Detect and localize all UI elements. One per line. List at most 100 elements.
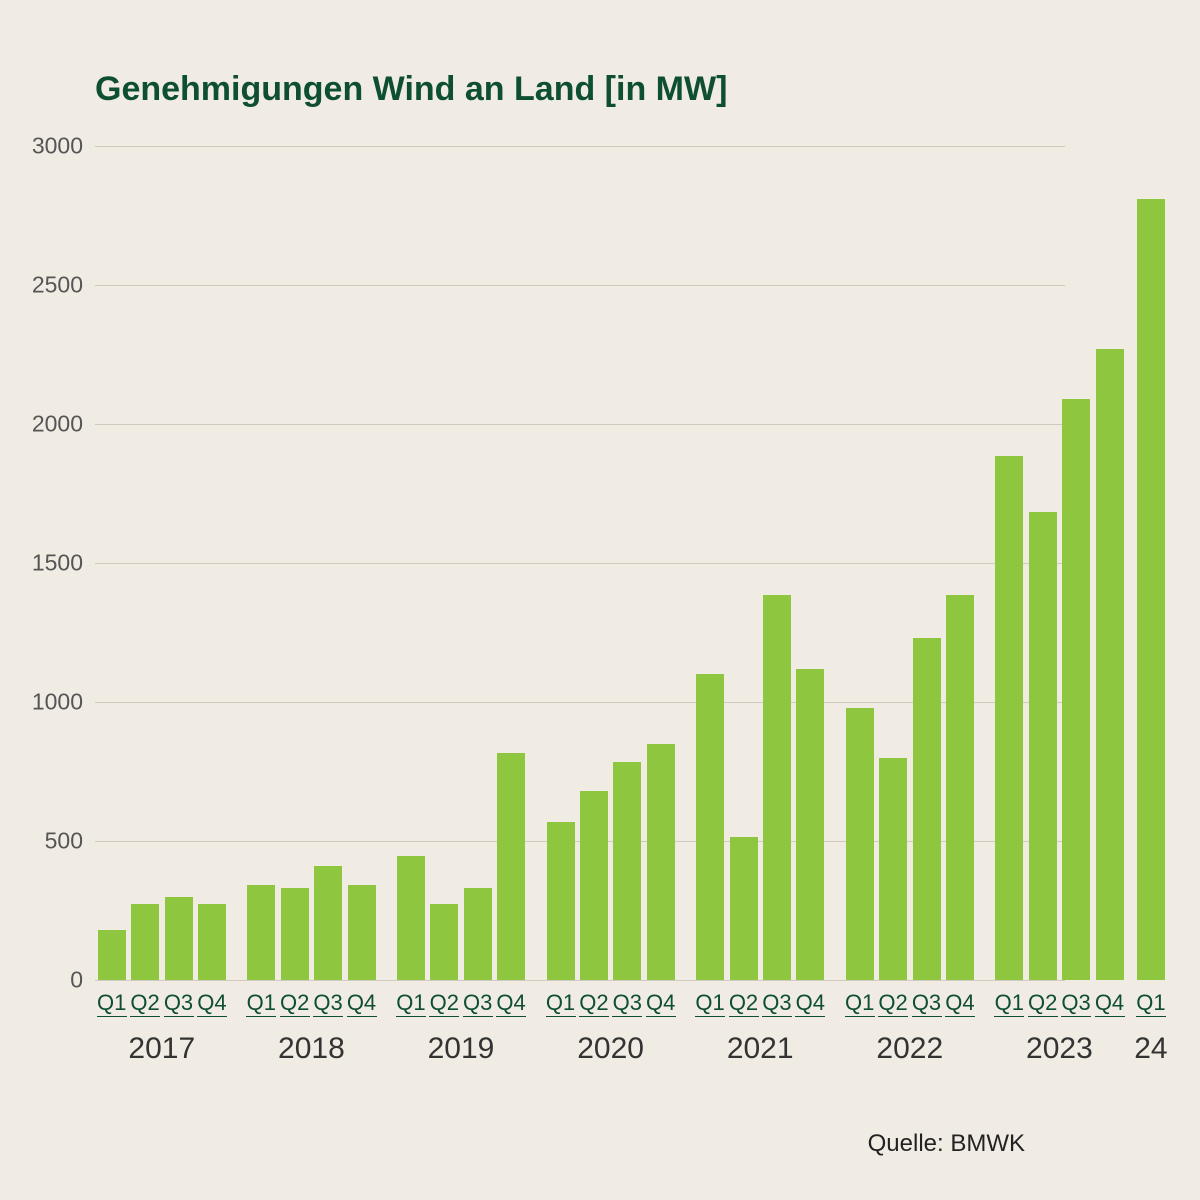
quarter-underline	[313, 1016, 343, 1017]
quarter-underline	[912, 1016, 942, 1017]
bar	[547, 822, 575, 980]
bar	[580, 791, 608, 980]
quarter-label: Q3	[912, 990, 941, 1016]
quarter-label: Q1	[845, 990, 874, 1016]
quarter-underline	[130, 1016, 160, 1017]
bar	[763, 595, 791, 980]
quarter-underline	[612, 1016, 642, 1017]
quarter-underline	[496, 1016, 526, 1017]
quarter-label: Q2	[430, 990, 459, 1016]
bar	[165, 897, 193, 980]
quarter-label: Q1	[1136, 990, 1165, 1016]
bar	[946, 595, 974, 980]
quarter-underline	[280, 1016, 310, 1017]
bar	[879, 758, 907, 980]
quarter-label: Q2	[579, 990, 608, 1016]
bar	[913, 638, 941, 980]
quarter-underline	[246, 1016, 276, 1017]
quarter-label: Q2	[280, 990, 309, 1016]
quarter-underline	[546, 1016, 576, 1017]
bar	[796, 669, 824, 980]
x-axis-line	[95, 980, 1065, 981]
bar	[730, 837, 758, 980]
quarter-underline	[762, 1016, 792, 1017]
quarter-label: Q3	[313, 990, 342, 1016]
quarter-underline	[429, 1016, 459, 1017]
year-label: 2018	[278, 1032, 345, 1066]
quarter-label: Q2	[878, 990, 907, 1016]
quarter-label: Q3	[164, 990, 193, 1016]
quarter-underline	[1028, 1016, 1058, 1017]
quarter-underline	[164, 1016, 194, 1017]
bar	[98, 930, 126, 980]
quarter-underline	[878, 1016, 908, 1017]
year-label: 2020	[577, 1032, 644, 1066]
quarter-underline	[646, 1016, 676, 1017]
quarter-underline	[1136, 1016, 1166, 1017]
bar	[314, 866, 342, 980]
quarter-underline	[729, 1016, 759, 1017]
quarter-label: Q3	[1061, 990, 1090, 1016]
quarter-underline	[1061, 1016, 1091, 1017]
quarter-underline	[845, 1016, 875, 1017]
quarter-underline	[396, 1016, 426, 1017]
quarter-underline	[463, 1016, 493, 1017]
quarter-label: Q2	[729, 990, 758, 1016]
year-label: 24	[1134, 1032, 1167, 1066]
quarter-label: Q4	[1095, 990, 1124, 1016]
chart-root: Genehmigungen Wind an Land [in MW] 05001…	[0, 0, 1200, 1200]
quarter-label: Q4	[496, 990, 525, 1016]
bar	[198, 904, 226, 980]
year-label: 2022	[876, 1032, 943, 1066]
bar	[846, 708, 874, 980]
quarter-label: Q2	[130, 990, 159, 1016]
quarter-label: Q4	[197, 990, 226, 1016]
bar	[348, 885, 376, 980]
quarter-label: Q1	[247, 990, 276, 1016]
quarter-label: Q2	[1028, 990, 1057, 1016]
bar	[1096, 349, 1124, 980]
bar	[647, 744, 675, 980]
bar	[131, 904, 159, 980]
quarter-underline	[795, 1016, 825, 1017]
quarter-label: Q3	[463, 990, 492, 1016]
quarter-underline	[945, 1016, 975, 1017]
quarter-underline	[1095, 1016, 1125, 1017]
bar	[995, 456, 1023, 980]
quarter-label: Q4	[945, 990, 974, 1016]
bar	[247, 885, 275, 980]
quarter-label: Q4	[646, 990, 675, 1016]
bar	[430, 904, 458, 980]
bar	[1062, 399, 1090, 980]
bar	[281, 888, 309, 980]
quarter-label: Q4	[347, 990, 376, 1016]
quarter-label: Q3	[613, 990, 642, 1016]
bar	[1029, 512, 1057, 980]
quarter-underline	[579, 1016, 609, 1017]
quarter-underline	[994, 1016, 1024, 1017]
quarter-underline	[347, 1016, 377, 1017]
bar	[497, 753, 525, 980]
bar	[1137, 199, 1165, 980]
bar	[696, 674, 724, 980]
quarter-label: Q1	[995, 990, 1024, 1016]
bar	[613, 762, 641, 980]
quarter-label: Q1	[546, 990, 575, 1016]
quarter-label: Q4	[796, 990, 825, 1016]
year-label: 2023	[1026, 1032, 1093, 1066]
quarter-underline	[695, 1016, 725, 1017]
bar	[397, 856, 425, 980]
year-label: 2017	[128, 1032, 195, 1066]
quarter-underline	[197, 1016, 227, 1017]
quarter-label: Q1	[695, 990, 724, 1016]
year-label: 2021	[727, 1032, 794, 1066]
bar	[464, 888, 492, 980]
chart-title: Genehmigungen Wind an Land [in MW]	[95, 70, 727, 109]
bars-layer	[0, 146, 1200, 980]
source-label: Quelle: BMWK	[868, 1130, 1025, 1158]
quarter-label: Q1	[396, 990, 425, 1016]
year-label: 2019	[428, 1032, 495, 1066]
quarter-label: Q1	[97, 990, 126, 1016]
quarter-label: Q3	[762, 990, 791, 1016]
quarter-underline	[97, 1016, 127, 1017]
